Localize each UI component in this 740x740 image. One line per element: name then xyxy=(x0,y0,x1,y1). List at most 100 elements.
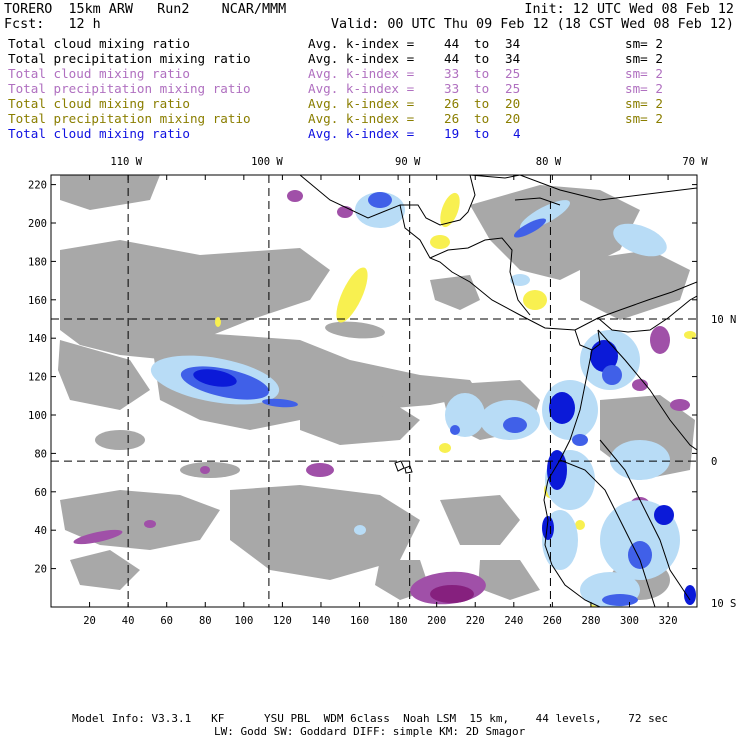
x-tick-label: 80 xyxy=(199,615,212,627)
legend-k-low: 25 xyxy=(505,81,521,96)
cloud-patch xyxy=(549,392,575,424)
footer-line1: Model Info: V3.3.1 KF YSU PBL WDM 6class… xyxy=(72,712,669,725)
legend-to: to xyxy=(474,111,490,126)
legend-variable: Total cloud mixing ratio xyxy=(8,126,190,141)
cloud-patch xyxy=(60,240,330,360)
longitude-label: 100 W xyxy=(251,156,283,168)
coastline xyxy=(469,175,521,179)
coastlines xyxy=(299,175,697,607)
legend-variable: Total precipitation mixing ratio xyxy=(8,111,251,126)
legend-avg: Avg. k-index = xyxy=(308,126,415,141)
legend-k-low: 25 xyxy=(505,66,521,81)
cloud-patch xyxy=(430,235,450,249)
x-tick-label: 280 xyxy=(581,615,600,627)
x-tick-label: 140 xyxy=(311,615,330,627)
header-line2-left: Fcst: 12 h xyxy=(4,17,101,32)
cloud-patch xyxy=(575,520,585,530)
footer-line2: LW: Godd SW: Goddard DIFF: simple KM: 2D… xyxy=(214,725,526,738)
coastline xyxy=(400,175,476,226)
cloud-patch xyxy=(580,250,690,320)
cloud-patch xyxy=(572,434,588,446)
x-tick-label: 240 xyxy=(504,615,523,627)
legend-avg: Avg. k-index = xyxy=(308,111,415,126)
legend-variable: Total precipitation mixing ratio xyxy=(8,81,251,96)
coastline xyxy=(519,175,697,201)
y-tick-label: 180 xyxy=(28,256,47,268)
latitude-label: 0 xyxy=(711,456,717,468)
cloud-patch xyxy=(300,385,420,445)
cloud-patch xyxy=(602,594,638,606)
cloud-patch xyxy=(684,331,696,339)
lat-lon-grid xyxy=(51,175,697,607)
x-tick-label: 260 xyxy=(543,615,562,627)
cloud-patch xyxy=(336,267,368,323)
x-tick-label: 200 xyxy=(427,615,446,627)
legend-avg: Avg. k-index = xyxy=(308,81,415,96)
coastline xyxy=(597,329,697,451)
y-tick-label: 220 xyxy=(28,180,47,192)
y-tick-label: 80 xyxy=(34,448,47,460)
legend-k-high: 33 xyxy=(444,81,460,96)
coastline xyxy=(514,197,561,206)
cloud-patch xyxy=(60,175,160,210)
legend-avg: Avg. k-index = xyxy=(308,96,415,111)
cloud-patch xyxy=(58,340,150,410)
legend-to: to xyxy=(474,96,490,111)
y-tick-label: 100 xyxy=(28,410,47,422)
x-tick-label: 160 xyxy=(350,615,369,627)
legend-sm: sm= 2 xyxy=(625,81,663,96)
y-tick-label: 60 xyxy=(34,487,47,499)
cloud-patch xyxy=(470,185,640,280)
cloud-patch xyxy=(513,218,547,238)
legend-k-low: 20 xyxy=(505,111,521,126)
x-tick-label: 320 xyxy=(659,615,678,627)
legend-row: Total precipitation mixing ratio Avg. k-i… xyxy=(8,111,728,126)
cloud-patch xyxy=(355,192,405,228)
coastline xyxy=(597,295,697,333)
cloud-patch xyxy=(503,417,527,433)
cloud-patch xyxy=(95,430,145,450)
y-tick-label: 140 xyxy=(28,333,47,345)
cloud-patch xyxy=(430,585,474,603)
x-tick-label: 20 xyxy=(83,615,96,627)
cloud-patch xyxy=(287,190,303,202)
legend-variable: Total cloud mixing ratio xyxy=(8,36,190,51)
cloud-patch xyxy=(430,275,480,310)
y-tick-label: 120 xyxy=(28,372,47,384)
x-tick-label: 40 xyxy=(122,615,135,627)
legend-row: Total precipitation mixing ratio Avg. k-i… xyxy=(8,81,728,96)
longitude-label: 110 W xyxy=(110,156,142,168)
coastline xyxy=(543,349,601,607)
cloud-patch xyxy=(523,290,547,310)
latitude-label: 10 S xyxy=(711,598,736,610)
legend-k-high: 26 xyxy=(444,96,460,111)
x-tick-label: 120 xyxy=(273,615,292,627)
cloud-patch xyxy=(70,550,140,590)
plot-frame xyxy=(50,174,698,608)
legend-sm: sm= 2 xyxy=(625,111,663,126)
coastline xyxy=(429,237,531,316)
cloud-patch xyxy=(230,485,420,580)
cloud-patch xyxy=(590,340,618,372)
legend-to: to xyxy=(474,126,490,141)
cloud-patch xyxy=(650,326,670,354)
legend-variable: Total cloud mixing ratio xyxy=(8,66,190,81)
cloud-patch xyxy=(210,286,290,314)
legend-k-low: 20 xyxy=(505,96,521,111)
cloud-patch xyxy=(510,274,530,286)
x-tick-label: 60 xyxy=(160,615,173,627)
legend-sm: sm= 2 xyxy=(625,66,663,81)
coastline xyxy=(559,459,656,607)
cloud-patch xyxy=(654,505,674,525)
legend-k-high: 44 xyxy=(444,36,460,51)
cloud-patch xyxy=(337,206,353,218)
cloud-patch xyxy=(547,450,567,490)
legend-sm: sm= 2 xyxy=(625,51,663,66)
legend-row: Total cloud mixing ratio Avg. k-index = 33… xyxy=(8,66,728,81)
y-tick-label: 20 xyxy=(34,564,47,576)
legend-to: to xyxy=(474,81,490,96)
cloud-patch xyxy=(613,223,667,257)
cloud-patch xyxy=(368,192,392,208)
header-line2-right: Valid: 00 UTC Thu 09 Feb 12 (18 CST Wed … xyxy=(330,17,734,32)
axis-labels: 20 40 60 80 100 120 140 160 180 200 220 240 260 280 30… xyxy=(28,156,736,627)
